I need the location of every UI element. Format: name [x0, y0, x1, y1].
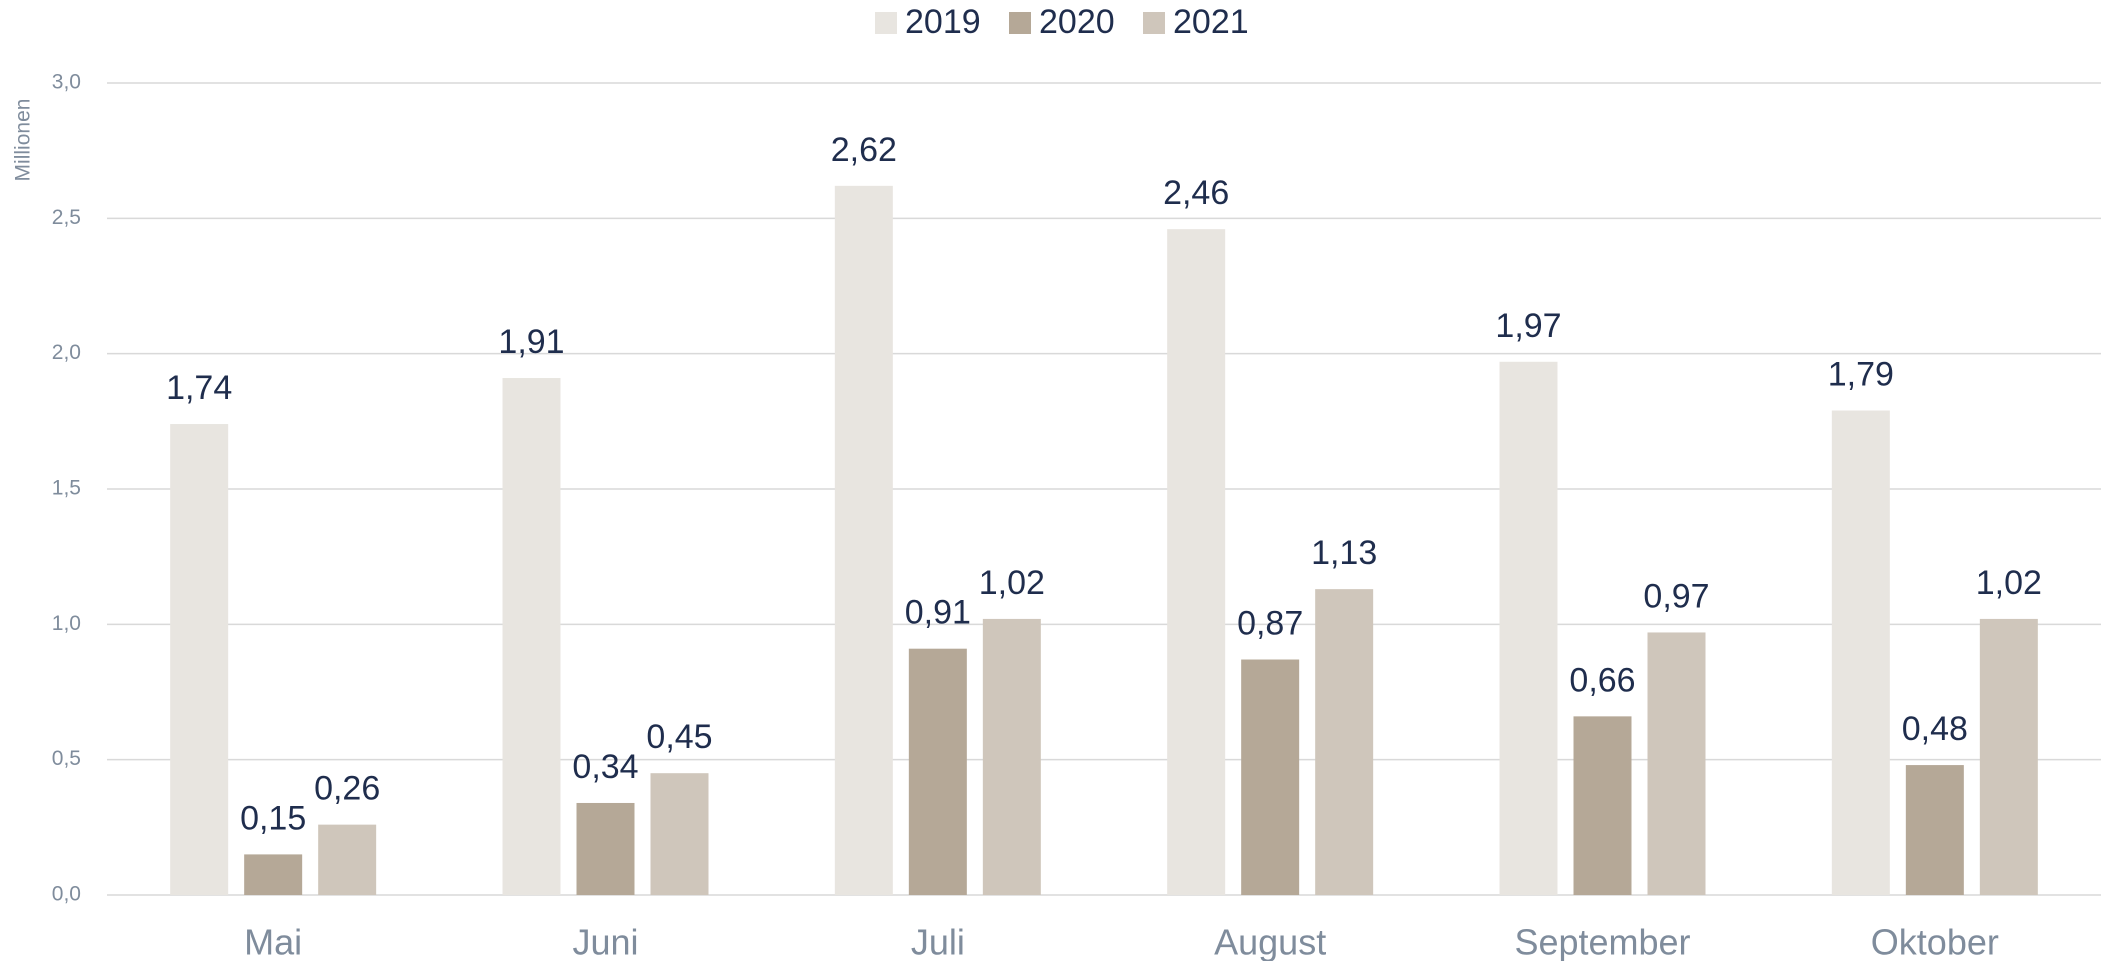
value-label: 2,62 — [831, 131, 897, 169]
bar — [1905, 765, 1964, 895]
value-label: 0,15 — [240, 799, 306, 837]
y-tick-label: 3,0 — [52, 71, 81, 94]
bar — [1573, 716, 1632, 895]
legend-label: 2019 — [905, 3, 981, 41]
value-label: 0,97 — [1643, 577, 1709, 615]
x-tick-label: Oktober — [1871, 922, 1999, 961]
x-tick-label: Mai — [244, 922, 302, 961]
y-tick-label: 2,5 — [52, 206, 81, 229]
y-tick-label: 1,5 — [52, 477, 81, 500]
value-label: 1,74 — [166, 369, 232, 407]
legend-label: 2020 — [1039, 3, 1115, 41]
bar — [1979, 618, 2038, 895]
legend-swatch — [1143, 12, 1165, 34]
bar — [908, 648, 967, 895]
value-label: 0,66 — [1569, 661, 1635, 699]
bar — [982, 618, 1041, 895]
legend-label: 2021 — [1173, 3, 1249, 41]
bar — [1831, 410, 1890, 895]
value-label: 0,45 — [646, 718, 712, 756]
y-axis-label: Millionen — [12, 99, 35, 182]
y-tick-label: 2,0 — [52, 341, 81, 364]
value-label: 1,97 — [1495, 307, 1561, 345]
x-tick-label: August — [1214, 922, 1326, 961]
bar — [650, 773, 709, 895]
value-label: 2,46 — [1163, 174, 1229, 212]
value-label: 0,91 — [905, 594, 971, 632]
value-label: 1,79 — [1828, 355, 1894, 393]
x-tick-label: Juli — [911, 922, 965, 961]
bar — [1241, 659, 1300, 895]
legend-swatch — [1009, 12, 1031, 34]
y-tick-label: 0,5 — [52, 747, 81, 770]
y-tick-label: 1,0 — [52, 612, 81, 635]
bar — [834, 185, 893, 895]
value-label: 0,26 — [314, 770, 380, 808]
bar — [1315, 589, 1374, 895]
bar — [502, 378, 561, 895]
x-tick-label: Juni — [572, 922, 638, 961]
value-label: 1,02 — [1976, 564, 2042, 602]
bar — [318, 824, 377, 895]
value-label: 0,87 — [1237, 605, 1303, 643]
legend-swatch — [875, 12, 897, 34]
bar — [576, 802, 635, 895]
bar — [1499, 361, 1558, 896]
value-label: 0,34 — [572, 748, 638, 786]
bar — [170, 424, 229, 895]
bar — [1647, 632, 1706, 895]
bar — [1167, 229, 1226, 895]
x-tick-label: September — [1514, 922, 1690, 961]
value-label: 1,13 — [1311, 534, 1377, 572]
value-label: 1,02 — [979, 564, 1045, 602]
value-label: 1,91 — [498, 323, 564, 361]
bar — [244, 854, 303, 895]
value-label: 0,48 — [1902, 710, 1968, 748]
y-tick-label: 0,0 — [52, 883, 81, 906]
